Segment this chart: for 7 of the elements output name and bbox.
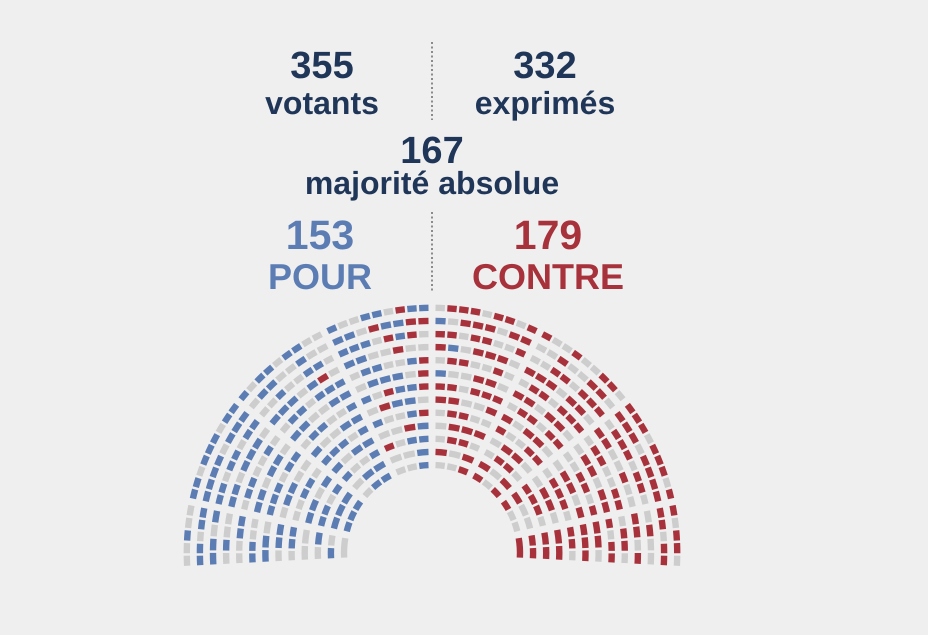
category-label: CONTRE xyxy=(472,256,624,297)
category-label: POUR xyxy=(268,256,372,297)
text: 355 votants xyxy=(265,45,379,121)
text: 332 exprimés xyxy=(474,45,616,121)
text: 167 majorité absolue xyxy=(304,130,560,201)
data-label: 179 xyxy=(514,212,582,258)
data-label: 153 xyxy=(286,212,354,258)
